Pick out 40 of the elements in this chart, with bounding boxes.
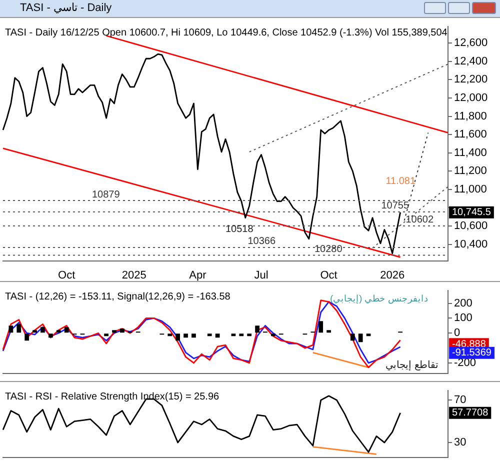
text: 57.7708 (452, 408, 489, 419)
chart-title: TASI - (12,26) = -153.11, Signal(12,26,9) = -163.58 (5, 291, 231, 302)
ref-line-label: 10755 (381, 200, 410, 212)
y-tick-label: 11,000 (454, 183, 487, 196)
y-tick-label: 12,600 (454, 37, 488, 50)
y-tick-label: 10,400 (454, 238, 488, 250)
x-tick-label: Oct (58, 269, 76, 282)
y-tick-label: 200 (454, 297, 472, 310)
chart-subtitle: TASI - Daily 16/12/25 Open 10600.7, Hi 10609, Lo 10449.6, Close 10452.9 (-1.3%) Vol 155,389,504 (5, 27, 448, 38)
y-tick-label: 10,600 (454, 220, 488, 232)
x-tick-label: Oct (320, 269, 338, 282)
text: 10,745.5 (452, 207, 492, 218)
y-tick-label: 11,600 (454, 128, 487, 141)
annotation: تقاطع إيجابي (386, 360, 438, 371)
ref-line-label: 10280 (314, 244, 343, 256)
x-tick-label: Apr (189, 269, 207, 282)
y-tick-label: 30 (454, 436, 466, 449)
y-tick-label: -200 (454, 356, 476, 369)
ref-line-label: 10366 (248, 236, 276, 248)
annotation: 10518 (226, 224, 254, 235)
ref-line-label: 10879 (92, 189, 120, 200)
annotation: دايفرجنس خطي (إيجابي) (330, 293, 428, 304)
x-tick-label: 2025 (122, 269, 146, 282)
y-tick-label: 11,200 (454, 165, 487, 178)
y-tick-label: 0 (454, 327, 460, 340)
y-tick-label: 100 (454, 312, 472, 324)
ref-line-label: 10602 (406, 214, 434, 226)
y-tick-label: 11,800 (454, 110, 487, 122)
y-tick-label: 12,400 (454, 55, 488, 68)
text: -46.888 (452, 338, 486, 350)
y-tick-label: 12,000 (454, 92, 488, 104)
chart-title: TASI - RSI - Relative Strength Index(15) = 25.96 (5, 391, 220, 402)
text: -91.5369 (452, 348, 492, 359)
chart-title: TASI - تاسي - Daily (20, 1, 112, 16)
annotation: 11.081 (386, 176, 416, 187)
y-tick-label: 12,200 (454, 74, 488, 86)
x-tick-label: Jul (254, 269, 268, 282)
x-tick-label: 2026 (380, 269, 405, 282)
y-tick-label: 70 (454, 394, 466, 406)
y-tick-label: 11,400 (454, 146, 487, 159)
